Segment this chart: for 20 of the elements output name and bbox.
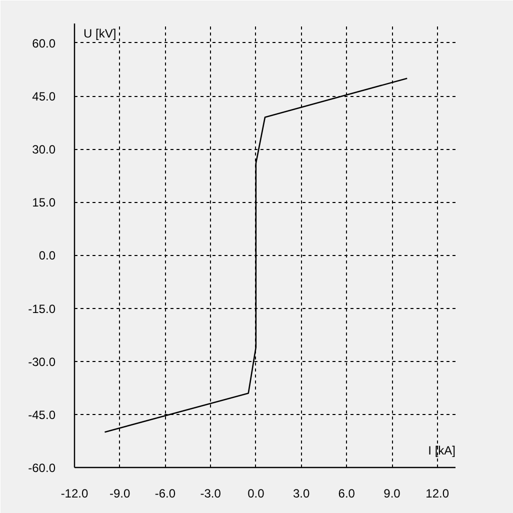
y-axis-title: U [kV] <box>84 26 116 40</box>
y-tick-label: -30.0 <box>28 354 56 369</box>
y-tick-label: 30.0 <box>32 142 56 157</box>
x-tick-label: 3.0 <box>292 486 310 500</box>
x-tick-label: 6.0 <box>338 486 356 500</box>
y-tick-label: -45.0 <box>28 408 56 422</box>
x-tick-label: -12.0 <box>60 486 88 500</box>
y-tick-label: 45.0 <box>32 90 56 104</box>
x-tick-label: 12.0 <box>426 486 450 500</box>
y-tick-label: 15.0 <box>32 196 56 210</box>
x-tick-label: 0.0 <box>248 486 265 500</box>
y-tick-label: -15.0 <box>28 302 56 316</box>
x-tick-label: 9.0 <box>384 486 401 500</box>
x-tick-label: -6.0 <box>154 486 176 500</box>
y-tick-label: -60.0 <box>28 461 56 475</box>
y-tick-label: 60.0 <box>32 36 56 50</box>
x-tick-label: -9.0 <box>110 486 131 500</box>
y-tick-label: 0.0 <box>38 248 56 263</box>
x-axis-title: I [kA] <box>428 444 456 458</box>
x-tick-label: -3.0 <box>200 486 222 500</box>
